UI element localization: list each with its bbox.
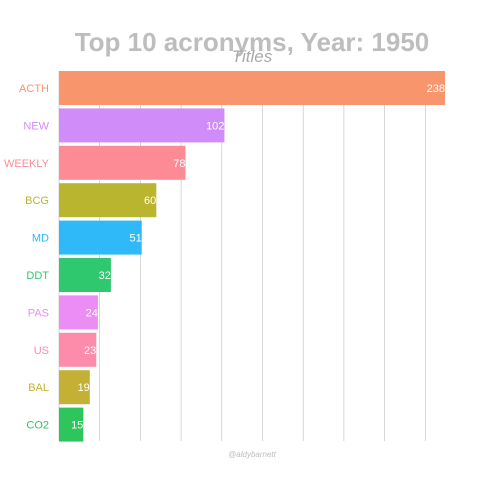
category-label-new: NEW (23, 120, 49, 132)
category-label-bcg: BCG (25, 195, 49, 207)
bar-new (59, 108, 225, 143)
bar-ddt (59, 258, 111, 292)
value-label-ddt: 32 (99, 270, 111, 282)
chart-subtitle: Titles (231, 47, 273, 66)
bar-pas (59, 295, 98, 330)
category-label-us: US (34, 345, 49, 357)
category-label-bal: BAL (28, 382, 49, 394)
bar-acth (59, 71, 445, 105)
category-label-acth: ACTH (19, 83, 49, 95)
bar-bal (59, 370, 90, 405)
value-label-bal: 19 (78, 382, 90, 394)
category-label-co2: CO2 (26, 420, 49, 432)
category-label-md: MD (32, 233, 49, 245)
bars (59, 71, 445, 442)
value-label-new: 102 (206, 120, 224, 132)
bar-co2 (59, 407, 84, 442)
value-label-acth: 238 (427, 83, 445, 95)
chart-title: Top 10 acronyms, Year: 1950 (74, 27, 430, 57)
bar-weekly (59, 145, 186, 180)
value-label-pas: 24 (86, 307, 98, 319)
category-label-ddt: DDT (26, 270, 49, 282)
category-label-weekly: WEEKLY (4, 158, 50, 170)
value-label-us: 23 (84, 345, 96, 357)
value-label-weekly: 78 (173, 158, 185, 170)
value-labels: 238 102 78 60 51 32 24 23 19 15 (71, 83, 445, 432)
bar-md (59, 220, 142, 255)
bar-bcg (59, 183, 157, 218)
value-label-co2: 15 (71, 420, 83, 432)
value-label-md: 51 (129, 233, 141, 245)
bar-us (59, 332, 97, 367)
category-labels: ACTH NEW WEEKLY BCG MD DDT PAS US BAL CO2 (4, 83, 50, 432)
value-label-bcg: 60 (144, 195, 156, 207)
category-label-pas: PAS (28, 307, 49, 319)
chart-caption: @aldybarnett (228, 450, 276, 459)
